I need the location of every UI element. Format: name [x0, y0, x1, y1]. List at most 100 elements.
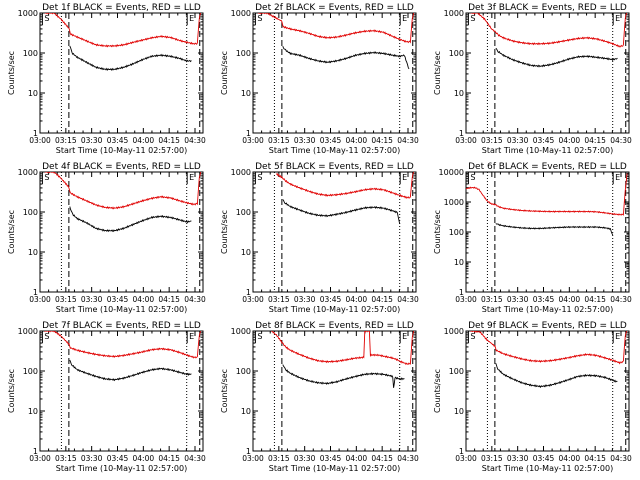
x-axis-label: Start Time (10-May-11 02:57:00): [482, 464, 613, 473]
start-marker-label: S: [44, 14, 49, 23]
x-tick-label: 04:15: [158, 136, 180, 145]
y-tick-label: 100: [236, 49, 251, 58]
x-tick-label: 04:00: [133, 454, 155, 463]
x-tick-label: 03:15: [55, 136, 77, 145]
end-marker-label: E: [615, 14, 620, 23]
x-tick-label: 04:00: [559, 454, 581, 463]
y-tick-label: 100: [449, 367, 464, 376]
panel-title: Det 4f BLACK = Events, RED = LLD: [42, 162, 201, 172]
plot-frame: [465, 171, 630, 293]
x-tick-label: 03:15: [481, 295, 503, 304]
y-tick-label: 1: [459, 288, 464, 297]
y-axis-label: Counts/sec: [433, 210, 442, 254]
y-tick-label: 100: [236, 367, 251, 376]
end-marker-label: E: [402, 14, 407, 23]
x-tick-label: 03:00: [455, 454, 477, 463]
start-marker-label: S: [257, 14, 262, 23]
x-tick-label: 03:00: [29, 295, 51, 304]
events-series-line: [282, 364, 405, 388]
events-series-line: [495, 223, 614, 236]
y-axis-label: Counts/sec: [433, 369, 442, 413]
x-tick-label: 03:15: [55, 454, 77, 463]
y-tick-label: 100: [236, 208, 251, 217]
x-tick-label: 03:15: [268, 454, 290, 463]
x-tick-label: 04:00: [559, 295, 581, 304]
x-tick-label: 03:00: [29, 136, 51, 145]
x-tick-label: 04:15: [584, 295, 606, 304]
lld-series-line: [257, 13, 415, 44]
end-marker-label: E: [189, 332, 194, 341]
y-axis-label: Counts/sec: [7, 51, 16, 95]
detector-panel-1: Det 1f BLACK = Events, RED = LLD 03:00 03:…: [7, 3, 206, 155]
x-tick-label: 03:45: [533, 295, 555, 304]
start-marker-label: S: [257, 332, 262, 341]
y-axis-label: Counts/sec: [220, 210, 229, 254]
y-tick-label: 100: [449, 49, 464, 58]
detector-panel-4: Det 4f BLACK = Events, RED = LLD 03:00 03:…: [7, 162, 206, 314]
x-tick-label: 04:15: [584, 454, 606, 463]
end-marker-label: E: [402, 332, 407, 341]
x-tick-label: 04:15: [158, 295, 180, 304]
x-axis-label: Start Time (10-May-11 02:57:00): [482, 146, 613, 155]
start-marker-label: S: [470, 14, 475, 23]
x-tick-label: 03:30: [507, 136, 529, 145]
y-tick-label: 1000: [444, 9, 464, 18]
y-axis-label: Counts/sec: [7, 369, 16, 413]
events-series-line: [495, 47, 618, 68]
x-tick-label: 03:30: [507, 295, 529, 304]
x-tick-label: 03:15: [481, 136, 503, 145]
y-tick-label: 10000: [439, 168, 464, 177]
x-tick-label: 03:30: [294, 454, 316, 463]
x-axis-label: Start Time (10-May-11 02:57:00): [269, 464, 400, 473]
x-tick-label: 03:15: [268, 295, 290, 304]
x-tick-label: 03:00: [242, 454, 264, 463]
y-tick-label: 10: [454, 89, 464, 98]
lld-series-line: [466, 173, 628, 216]
x-tick-label: 04:15: [584, 136, 606, 145]
y-tick-label: 1: [246, 288, 251, 297]
lld-series-line: [275, 172, 415, 199]
y-tick-label: 1: [33, 129, 38, 138]
events-series-line: [69, 206, 192, 233]
x-tick-label: 03:30: [81, 136, 103, 145]
x-axis-label: Start Time (10-May-11 02:57:00): [56, 146, 187, 155]
end-marker-label: E: [189, 14, 194, 23]
y-axis-label: Counts/sec: [220, 51, 229, 95]
x-tick-label: 03:00: [29, 454, 51, 463]
y-axis-label: Counts/sec: [7, 210, 16, 254]
x-tick-label: 04:30: [610, 136, 632, 145]
y-tick-label: 1: [246, 447, 251, 456]
x-tick-label: 03:30: [81, 295, 103, 304]
plot-frame: [252, 330, 417, 452]
start-marker-label: S: [44, 173, 49, 182]
x-tick-label: 04:00: [346, 454, 368, 463]
y-tick-label: 10: [241, 248, 251, 257]
end-marker-label: E: [402, 173, 407, 182]
x-tick-label: 03:45: [533, 136, 555, 145]
x-tick-label: 04:00: [133, 136, 155, 145]
y-tick-label: 1000: [231, 9, 251, 18]
y-tick-label: 100: [23, 208, 38, 217]
detector-panel-6: Det 6f BLACK = Events, RED = LLD 03:00 03:…: [433, 162, 632, 314]
x-tick-label: 04:15: [158, 454, 180, 463]
x-tick-label: 03:30: [294, 136, 316, 145]
x-tick-label: 03:45: [320, 295, 342, 304]
detector-panel-8: Det 8f BLACK = Events, RED = LLD 03:00 03:…: [220, 321, 419, 473]
end-marker-label: E: [189, 173, 194, 182]
start-marker-label: S: [470, 173, 475, 182]
x-axis-label: Start Time (10-May-11 02:57:00): [482, 305, 613, 314]
x-tick-label: 04:30: [184, 454, 206, 463]
y-tick-label: 10: [28, 89, 38, 98]
panel-title: Det 6f BLACK = Events, RED = LLD: [468, 162, 627, 172]
lld-series-line: [470, 13, 628, 48]
x-tick-label: 04:15: [371, 136, 393, 145]
x-tick-label: 03:45: [107, 136, 129, 145]
x-tick-label: 04:00: [346, 136, 368, 145]
